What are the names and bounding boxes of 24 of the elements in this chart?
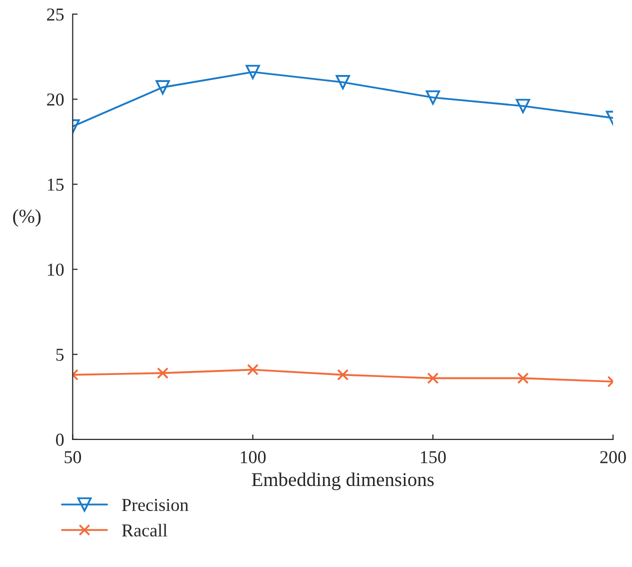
y-axis-title: (%) [13,209,41,227]
point [156,80,170,94]
point [247,364,259,376]
point [336,75,350,90]
legend-label: Precision [122,498,188,512]
point [246,64,260,80]
y-tick-label: 25 [47,8,64,21]
point [156,367,169,379]
point [337,369,349,381]
point [426,90,440,105]
point [516,98,530,114]
point [517,372,529,384]
y-tick-label: 20 [47,93,64,106]
x-tick-label: 50 [64,451,82,464]
y-tick-label: 10 [48,264,64,276]
x-tick-label: 100 [240,451,266,464]
x-tick-label: 150 [420,451,446,464]
legend-label: Racall [122,524,168,537]
point [427,372,439,384]
y-tick-label: 0 [56,434,64,446]
x-axis-title: Embedding dimensions [252,472,434,490]
y-tick-label: 15 [48,178,64,191]
x-tick-label: 200 [600,451,626,464]
y-tick-label: 5 [56,348,64,361]
